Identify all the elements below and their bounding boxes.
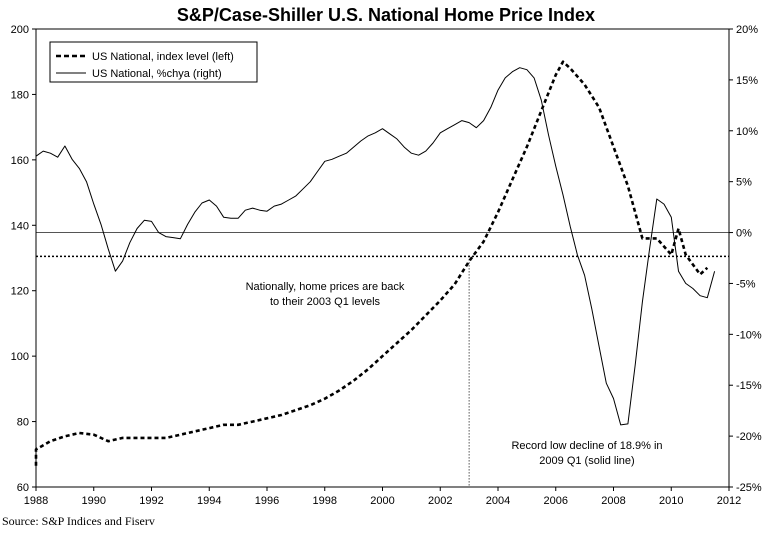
- right-tick-label: -15%: [736, 380, 762, 392]
- reference-lines: [36, 232, 729, 487]
- left-tick-label: 140: [11, 220, 29, 232]
- plot-frame: [35, 28, 730, 488]
- right-tick-label: 0%: [736, 228, 752, 240]
- source-note: Source: S&P Indices and Fiserv: [2, 514, 155, 528]
- legend-label-index-level: US National, index level (left): [92, 51, 234, 63]
- x-axis: 1988 1990 1992 1994 1996 1998 2000 2002 2004 2006…: [24, 487, 741, 507]
- x-tick-label: 1990: [82, 495, 106, 507]
- x-tick-label: 2004: [486, 495, 510, 507]
- left-tick-label: 180: [11, 89, 29, 101]
- right-axis: -25% -20% -15% -10% -5% 0% 5% 10% 15% 20%: [729, 24, 762, 494]
- x-tick-label: 1998: [313, 495, 337, 507]
- annotation-line: to their 2003 Q1 levels: [270, 296, 381, 308]
- x-tick-label: 2010: [659, 495, 683, 507]
- annotation-2003-levels: Nationally, home prices are back to thei…: [246, 281, 405, 308]
- legend: US National, index level (left) US Natio…: [49, 41, 258, 83]
- x-tick-label: 1988: [24, 495, 48, 507]
- annotation-line: Nationally, home prices are back: [246, 281, 405, 293]
- right-tick-label: -25%: [736, 482, 762, 494]
- legend-box: [49, 41, 258, 83]
- x-tick-label: 2006: [544, 495, 568, 507]
- series-line-index-level: [34, 60, 709, 466]
- series-layer: [34, 60, 716, 466]
- left-tick-label: 200: [11, 24, 29, 36]
- left-tick-label: 120: [11, 286, 29, 298]
- left-axis: 60 80 100 120 140 160 180 200: [11, 24, 36, 494]
- legend-label-pct-chya: US National, %chya (right): [92, 68, 222, 80]
- left-tick-label: 60: [17, 482, 29, 494]
- chart-title: S&P/Case-Shiller U.S. National Home Pric…: [177, 5, 595, 25]
- left-tick-label: 80: [17, 417, 29, 429]
- left-tick-label: 100: [11, 351, 29, 363]
- annotation-line: Record low decline of 18.9% in: [511, 440, 662, 452]
- right-tick-label: -20%: [736, 431, 762, 443]
- x-tick-label: 2008: [601, 495, 625, 507]
- right-tick-label: 15%: [736, 75, 758, 87]
- right-tick-label: 20%: [736, 24, 758, 36]
- x-tick-label: 1994: [197, 495, 221, 507]
- right-tick-label: -5%: [736, 278, 756, 290]
- annotation-record-low: Record low decline of 18.9% in 2009 Q1 (…: [511, 440, 662, 467]
- x-tick-label: 2002: [428, 495, 452, 507]
- right-tick-label: -10%: [736, 329, 762, 341]
- x-tick-label: 1996: [255, 495, 279, 507]
- x-tick-label: 2000: [370, 495, 394, 507]
- x-tick-label: 1992: [139, 495, 163, 507]
- series-line-pct-chya: [35, 67, 716, 426]
- x-tick-label: 2012: [717, 495, 741, 507]
- right-tick-label: 10%: [736, 126, 758, 138]
- right-tick-label: 5%: [736, 177, 752, 189]
- left-tick-label: 160: [11, 155, 29, 167]
- annotation-line: 2009 Q1 (solid line): [539, 455, 634, 467]
